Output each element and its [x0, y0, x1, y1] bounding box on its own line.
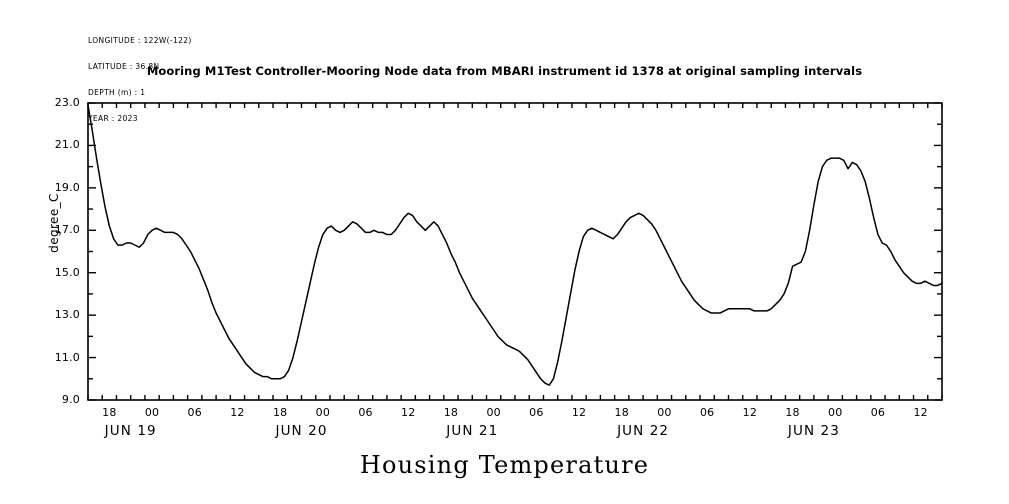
x-tick-label: 18 — [102, 406, 117, 419]
y-tick-label: 15.0 — [54, 265, 80, 279]
metadata-block: LONGITUDE : 122W(-122) LATITUDE : 36.8N … — [88, 20, 192, 132]
x-tick-label: 06 — [358, 406, 373, 419]
y-tick-label: 13.0 — [54, 308, 80, 322]
x-tick-label: 00 — [828, 406, 843, 419]
y-tick-label: 19.0 — [54, 180, 80, 194]
y-tick-label: 21.0 — [54, 138, 80, 152]
x-tick-label: 00 — [144, 406, 160, 419]
x-tick-label: 06 — [870, 406, 886, 419]
x-date-label: JUN 22 — [617, 423, 670, 439]
x-tick-label: 00 — [315, 406, 331, 419]
plot-subtitle: Housing Temperature — [359, 451, 650, 479]
x-tick-label: 06 — [529, 406, 544, 419]
x-tick-label: 12 — [401, 406, 416, 419]
metadata-latitude: LATITUDE : 36.8N — [88, 61, 160, 71]
y-tick-label: 9.0 — [61, 393, 80, 406]
metadata-year: YEAR : 2023 — [88, 113, 138, 123]
chart-title: Mooring M1Test Controller-Mooring Node d… — [146, 64, 863, 78]
y-tick-label: 17.0 — [54, 223, 80, 237]
x-tick-label: 06 — [187, 406, 202, 419]
x-tick-label: 12 — [230, 406, 245, 419]
metadata-depth: DEPTH (m) : 1 — [88, 87, 146, 97]
x-date-label: JUN 19 — [104, 423, 157, 439]
x-tick-label: 00 — [486, 406, 501, 419]
metadata-longitude: LONGITUDE : 122W(-122) — [88, 36, 192, 46]
x-tick-label: 12 — [742, 406, 758, 419]
x-tick-label: 12 — [913, 406, 928, 419]
x-tick-label: 18 — [614, 406, 629, 419]
x-date-label: JUN 20 — [275, 423, 328, 439]
x-date-label: JUN 23 — [787, 423, 840, 439]
x-tick-label: 18 — [272, 406, 288, 419]
y-tick-label: 11.0 — [54, 350, 80, 364]
x-date-label: JUN 21 — [446, 423, 499, 439]
y-tick-label: 23.0 — [54, 96, 80, 109]
x-tick-label: 06 — [699, 406, 715, 419]
x-tick-label: 00 — [657, 406, 672, 419]
x-tick-label: 18 — [785, 406, 800, 419]
x-tick-label: 18 — [443, 406, 459, 419]
x-tick-label: 12 — [571, 406, 587, 419]
